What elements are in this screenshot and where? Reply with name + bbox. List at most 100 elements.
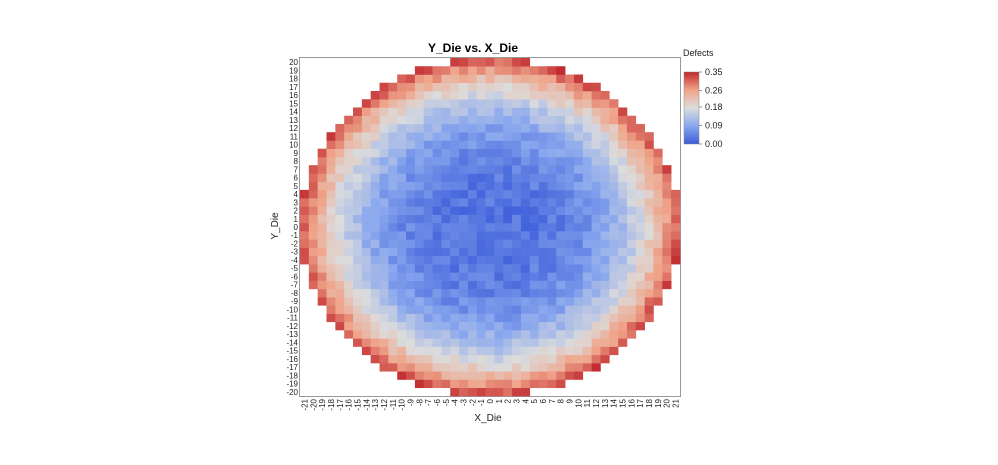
heatmap-cell [370,222,380,232]
y-tick-label: 3 [294,198,299,207]
heatmap-cell [361,288,371,298]
heatmap-cell [335,198,345,207]
heatmap-cell [600,90,610,100]
heatmap-cell [344,313,354,323]
heatmap-cell [317,255,327,265]
heatmap-cell [503,107,513,116]
heatmap-cell [432,280,442,290]
heatmap-cell [644,272,654,281]
heatmap-cell [353,189,363,199]
heatmap-cell [503,239,513,248]
heatmap-cell [370,264,380,273]
heatmap-cell [432,123,442,133]
heatmap-cell [326,231,336,240]
heatmap-cell [573,173,584,182]
heatmap-cell [388,330,398,339]
heatmap-cell [459,354,469,364]
heatmap-cell [556,280,566,290]
heatmap-cell [379,173,389,182]
heatmap-cell [494,132,504,141]
heatmap-cell [423,189,433,199]
heatmap-cell [503,363,513,372]
heatmap-cell [582,321,592,331]
heatmap-cell [626,231,637,240]
heatmap-cell [538,379,548,389]
heatmap-cell [388,123,398,133]
heatmap-cell [600,321,610,331]
heatmap-cell [538,288,548,298]
heatmap-cell [573,181,584,191]
heatmap-cell [635,123,645,133]
heatmap-cell [618,115,628,125]
y-tick-label: -14 [286,338,298,347]
heatmap-cell [476,272,486,281]
heatmap-cell [653,288,663,298]
heatmap-cell [600,280,610,290]
heatmap-cell [414,280,425,290]
y-tick-label: -7 [291,281,299,290]
heatmap-cell [317,222,327,232]
heatmap-cell [529,82,539,92]
y-tick-label: 8 [294,157,299,166]
heatmap-cell [423,165,433,174]
heatmap-cell [503,346,513,356]
heatmap-cell [423,313,433,323]
heatmap-cell [529,330,539,339]
heatmap-cell [644,165,654,174]
heatmap-cell [467,206,478,215]
heatmap-cell [432,354,442,364]
heatmap-cell [573,206,584,215]
x-tick-label: 8 [557,398,566,403]
heatmap-cell [556,272,566,281]
heatmap-cell [441,189,451,199]
heatmap-cell [591,313,601,323]
heatmap-cell [494,82,504,92]
heatmap-cell [591,214,601,224]
heatmap-cell [441,346,451,356]
heatmap-cell [565,264,575,273]
heatmap-cell [379,206,389,215]
x-tick-label: 12 [592,398,601,407]
heatmap-cell [335,206,345,215]
heatmap-cell [344,198,354,207]
heatmap-cell [406,297,416,306]
heatmap-cell [432,371,442,380]
heatmap-cell [618,288,628,298]
heatmap-cell [353,272,363,281]
heatmap-cell [591,156,601,166]
heatmap-cell [397,82,407,92]
heatmap-cell [397,330,407,339]
heatmap-cell [671,231,681,240]
heatmap-cell [556,330,566,339]
heatmap-cell [476,206,486,215]
heatmap-cell [344,321,354,331]
heatmap-cell [353,321,363,331]
heatmap-cell [388,280,398,290]
heatmap-cell [582,330,592,339]
heatmap-cell [459,313,469,323]
heatmap-cell [388,363,398,372]
heatmap-cell [476,371,486,380]
heatmap-cell [326,247,336,257]
heatmap-cell [485,156,495,166]
heatmap-cell [618,272,628,281]
heatmap-cell [476,387,486,397]
heatmap-cell [618,214,628,224]
heatmap-cell [379,140,389,149]
heatmap-cell [379,272,389,281]
heatmap-cell [317,165,327,174]
heatmap-cell [432,148,442,158]
heatmap-cell [618,338,628,347]
heatmap-cell [379,222,389,232]
heatmap-cell [441,313,451,323]
heatmap-cell [397,321,407,331]
heatmap-cell [344,115,354,125]
heatmap-cell [308,181,318,191]
heatmap-cell [467,313,478,323]
heatmap-cell [529,305,539,314]
heatmap-cell [441,165,451,174]
heatmap-cell [494,239,504,248]
heatmap-cell [476,313,486,323]
heatmap-cell [556,99,566,108]
heatmap-cell [582,222,592,232]
